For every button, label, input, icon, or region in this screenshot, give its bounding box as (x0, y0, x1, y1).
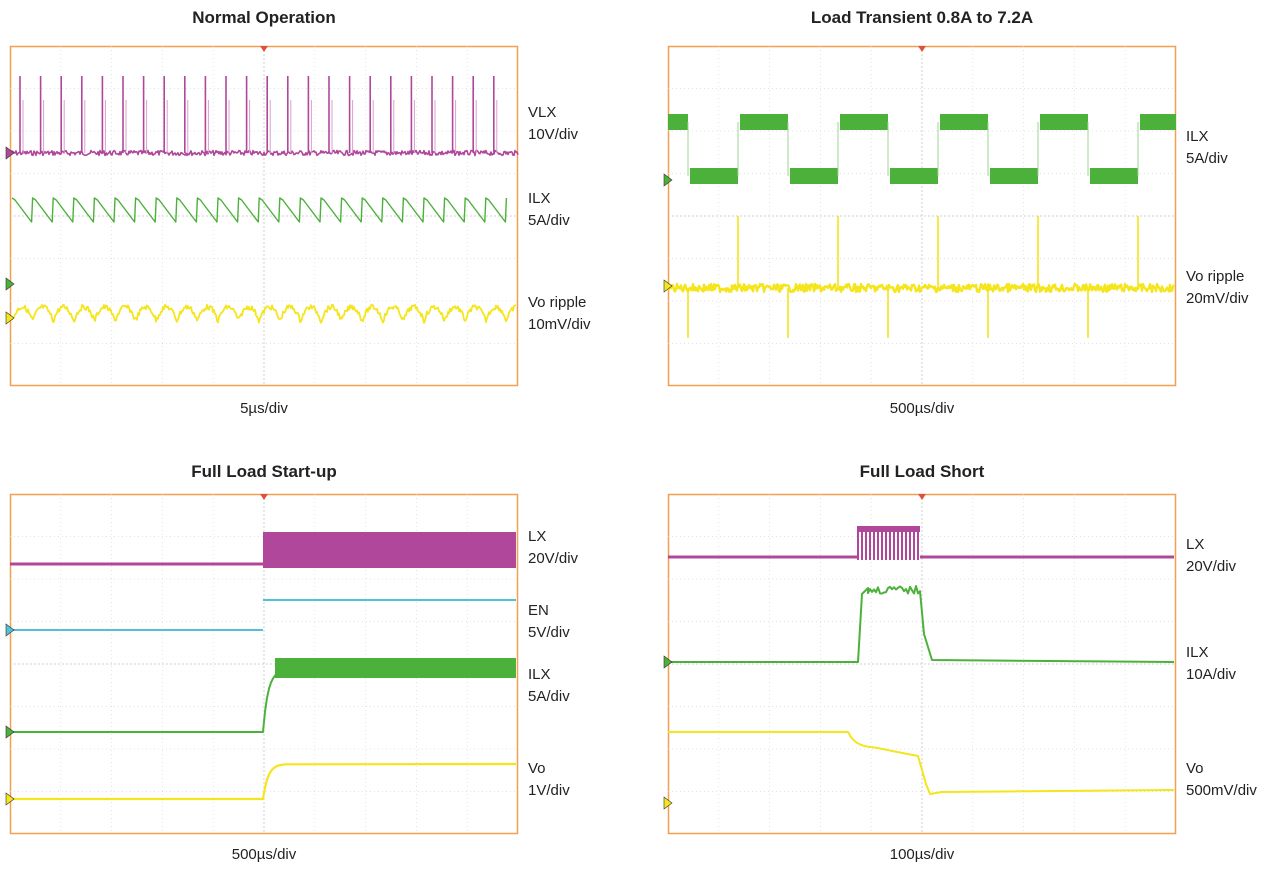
channel-scale: 5V/div (528, 624, 570, 641)
vo-ripple-trace (9, 303, 517, 324)
channel-scale: 10V/div (528, 126, 579, 143)
time-scale-label: 100µs/div (889, 846, 955, 863)
ilx-segment (1090, 168, 1138, 184)
channel-scale: 10A/div (1186, 666, 1237, 683)
lx-switching-band (263, 532, 516, 568)
channel-name: Vo (528, 760, 546, 777)
channel-label-vo: Vo 500mV/div (1186, 758, 1257, 802)
lx-burst-top (858, 526, 920, 532)
channel-scale: 5A/div (528, 212, 570, 229)
channel-ground-marker (5, 277, 15, 291)
chart-title: Normal Operation (192, 8, 336, 27)
channel-ground-marker (663, 655, 673, 669)
ilx-trace (11, 197, 508, 223)
chart-title: Full Load Short (859, 462, 985, 481)
oscilloscope-plot (5, 493, 519, 835)
channel-label-en: EN 5V/div (528, 600, 570, 644)
channel-label-vo: Vo 1V/div (528, 758, 570, 802)
channel-label-vlx: VLX 10V/div (528, 102, 578, 146)
channel-ground-marker (663, 279, 673, 293)
channel-scale: 5A/div (528, 688, 570, 705)
channel-ground-marker (5, 146, 15, 160)
oscilloscope-plot (663, 493, 1177, 835)
channel-scale: 20V/div (528, 550, 579, 567)
channel-ground-marker (5, 792, 15, 806)
channel-scale: 20V/div (1186, 558, 1237, 575)
trigger-marker (260, 494, 268, 500)
channel-ground-marker (5, 725, 15, 739)
channel-label-lx: LX 20V/div (528, 526, 578, 570)
channel-name: Vo ripple (1186, 268, 1245, 285)
chart-title: Full Load Start-up (191, 462, 337, 481)
trigger-marker (260, 46, 268, 52)
channel-label-vo-ripple: Vo ripple 10mV/div (528, 292, 591, 336)
channel-name: Vo (1186, 760, 1204, 777)
channel-name: ILX (1186, 128, 1209, 145)
channel-label-ilx: ILX 5A/div (528, 188, 570, 232)
channel-label-lx: LX 20V/div (1186, 534, 1236, 578)
channel-ground-marker (5, 623, 15, 637)
time-scale-label: 5µs/div (240, 400, 288, 417)
oscilloscope-plot (663, 45, 1177, 387)
channel-scale: 500mV/div (1186, 782, 1257, 799)
ilx-segment (890, 168, 938, 184)
ilx-ripple-band (275, 658, 516, 678)
trigger-marker (918, 494, 926, 500)
channel-label-ilx: ILX 5A/div (528, 664, 570, 708)
channel-label-ilx: ILX 10A/div (1186, 642, 1236, 686)
ilx-segment (668, 114, 688, 130)
vlx-baseline (9, 149, 519, 157)
channel-label-ilx: ILX 5A/div (1186, 126, 1228, 170)
channel-name: VLX (528, 104, 557, 121)
channel-ground-marker (663, 796, 673, 810)
ilx-trace (668, 585, 1175, 663)
channel-scale: 20mV/div (1186, 290, 1249, 307)
channel-name: LX (1186, 536, 1205, 553)
channel-name: EN (528, 602, 549, 619)
vo-trace (667, 282, 1175, 294)
ilx-segment (990, 168, 1038, 184)
channel-name: Vo ripple (528, 294, 587, 311)
ilx-segment (840, 114, 888, 130)
time-scale-label: 500µs/div (231, 846, 297, 863)
oscilloscope-plot (5, 45, 519, 387)
vo-trace (668, 731, 1175, 795)
channel-scale: 1V/div (528, 782, 570, 799)
channel-ground-marker (5, 311, 15, 325)
channel-name: LX (528, 528, 547, 545)
channel-name: ILX (528, 666, 551, 683)
ilx-segment (1040, 114, 1088, 130)
time-scale-label: 500µs/div (889, 400, 955, 417)
ilx-segment (740, 114, 788, 130)
ilx-segment (940, 114, 988, 130)
chart-title: Load Transient 0.8A to 7.2A (810, 8, 1034, 27)
trigger-marker (918, 46, 926, 52)
ilx-segment (690, 168, 738, 184)
ilx-segment (790, 168, 838, 184)
channel-scale: 10mV/div (528, 316, 591, 333)
channel-scale: 5A/div (1186, 150, 1228, 167)
ilx-segment (1140, 114, 1176, 130)
channel-name: ILX (528, 190, 551, 207)
channel-name: ILX (1186, 644, 1209, 661)
channel-ground-marker (663, 173, 673, 187)
vo-trace (10, 762, 517, 801)
channel-label-vo-ripple: Vo ripple 20mV/div (1186, 266, 1249, 310)
